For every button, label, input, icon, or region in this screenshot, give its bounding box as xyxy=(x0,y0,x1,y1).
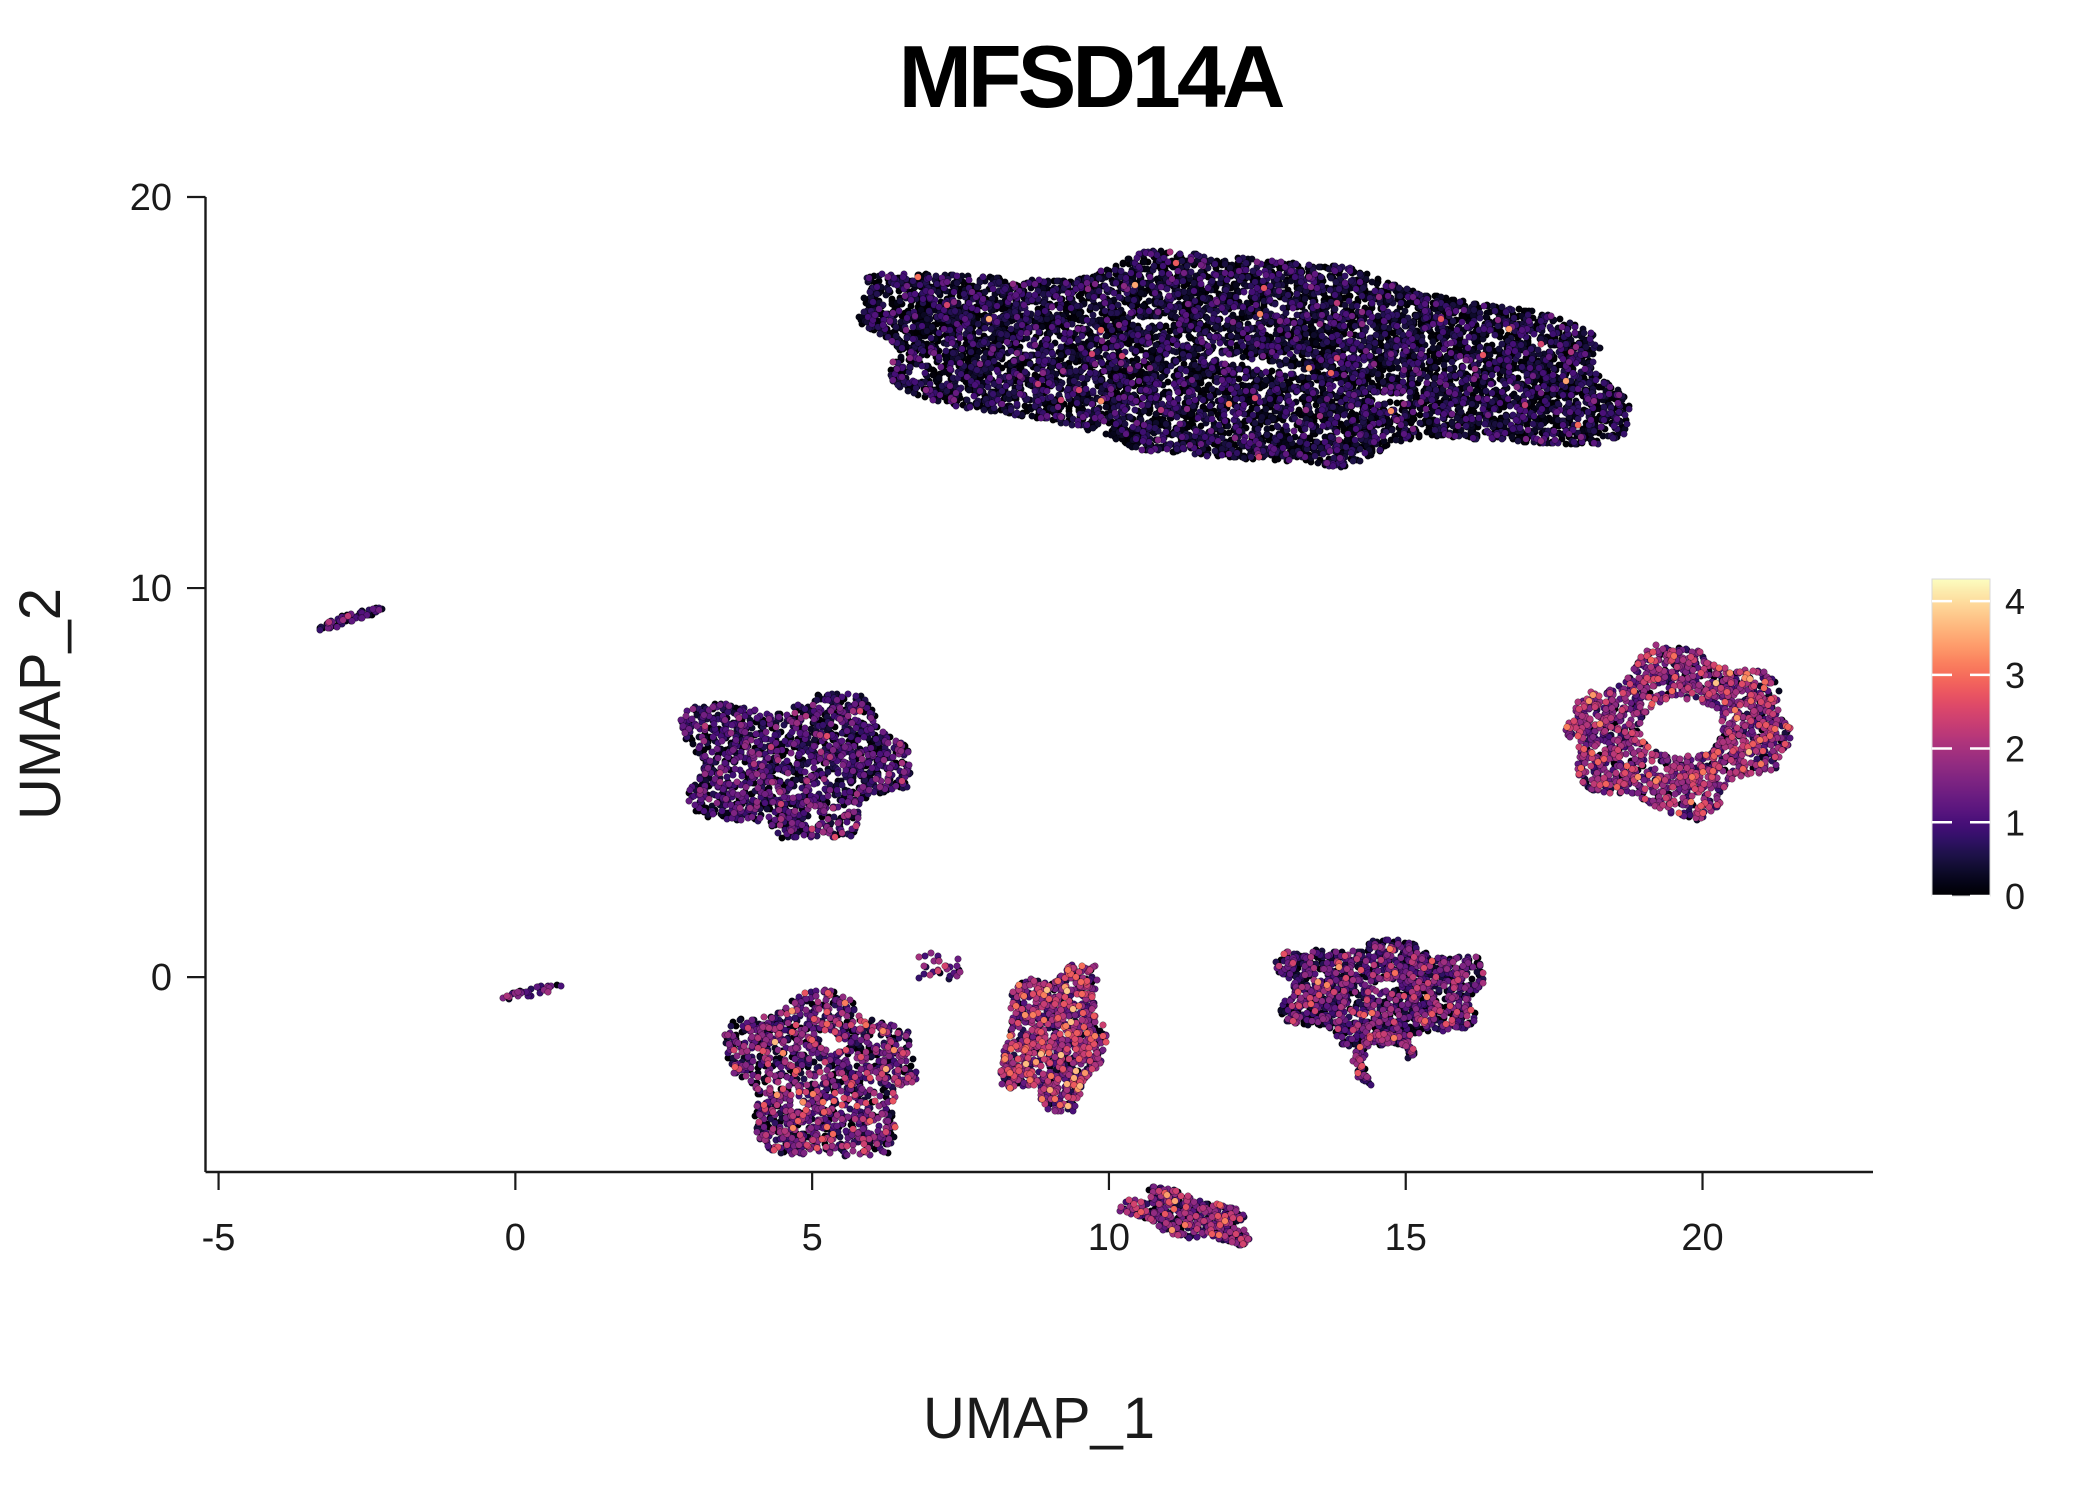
svg-text:UMAP_2: UMAP_2 xyxy=(8,588,73,820)
svg-text:10: 10 xyxy=(1088,1217,1130,1259)
svg-text:20: 20 xyxy=(1681,1217,1723,1259)
svg-text:5: 5 xyxy=(802,1217,823,1259)
svg-text:20: 20 xyxy=(130,177,172,219)
svg-text:0: 0 xyxy=(505,1217,526,1259)
svg-text:UMAP_1: UMAP_1 xyxy=(923,1386,1155,1451)
svg-text:10: 10 xyxy=(130,568,172,610)
svg-text:0: 0 xyxy=(151,957,172,999)
svg-text:15: 15 xyxy=(1385,1217,1427,1259)
svg-text:-5: -5 xyxy=(202,1217,236,1259)
